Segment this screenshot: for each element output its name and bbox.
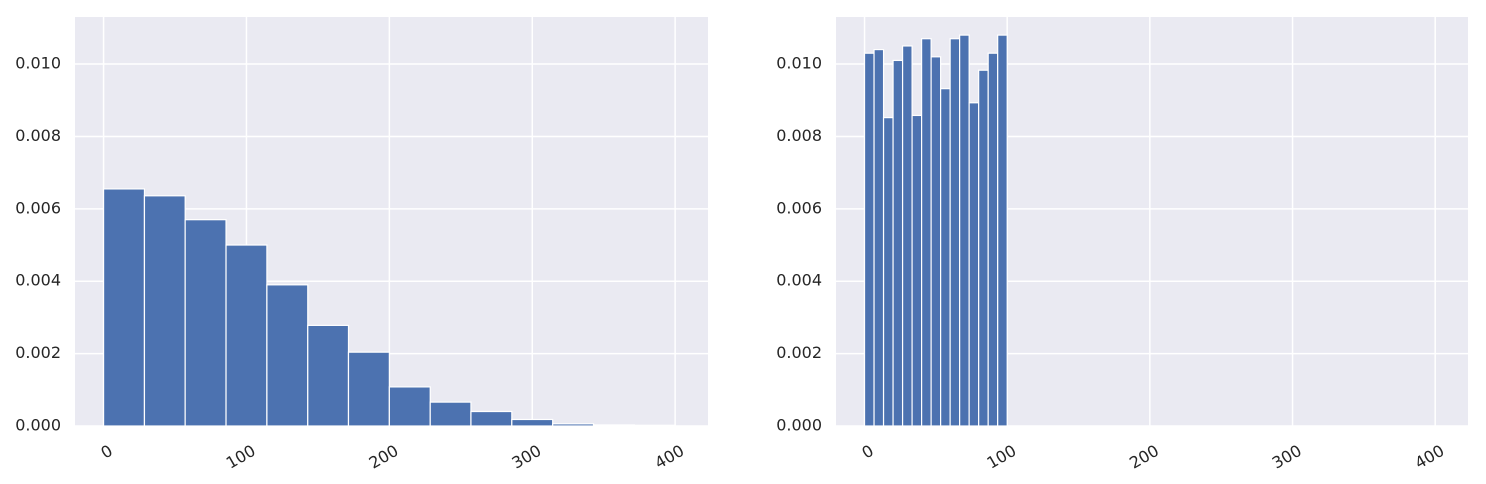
histogram-bar (959, 34, 970, 427)
histogram-bar (102, 188, 146, 427)
y-tick-label: 0.010 (15, 54, 61, 73)
y-tick-label: 0.002 (15, 343, 61, 362)
histogram-bar (968, 102, 980, 427)
histogram-bar (511, 418, 554, 427)
histogram-bar (978, 69, 989, 427)
y-tick-label: 0.008 (15, 126, 61, 145)
y-tick-label: 0.000 (15, 416, 61, 435)
histogram-bar (225, 244, 268, 427)
histogram-bar (911, 114, 923, 427)
histogram-bar (863, 52, 875, 427)
y-tick-label: 0.002 (776, 343, 822, 362)
histogram-bar (592, 424, 635, 427)
histogram-bar (266, 284, 309, 427)
histogram-bar (901, 45, 913, 427)
histogram-bar (892, 59, 904, 427)
y-tick-label: 0.008 (776, 126, 822, 145)
histogram-bar (949, 38, 961, 427)
histogram-bar (307, 324, 350, 427)
histogram-bar (552, 423, 595, 427)
histogram-bar (873, 48, 885, 427)
y-tick-label: 0.004 (15, 271, 61, 290)
histogram-bar (470, 410, 513, 427)
histogram-bar (940, 88, 951, 427)
y-tick-label: 0.004 (776, 271, 822, 290)
histogram-bar (347, 351, 390, 427)
histogram-bar (920, 38, 932, 427)
histogram-bar (987, 52, 999, 427)
histogram-bar (429, 401, 472, 427)
y-tick-label: 0.000 (776, 416, 822, 435)
y-tick-label: 0.006 (15, 198, 61, 217)
y-tick-label: 0.006 (776, 198, 822, 217)
histogram-bar (184, 219, 227, 427)
histogram-bar (143, 195, 186, 427)
histogram-bar (633, 424, 676, 427)
histogram-bar (882, 117, 894, 427)
y-tick-label: 0.010 (776, 54, 822, 73)
histogram-bar (930, 56, 942, 427)
histogram-bar (388, 386, 431, 427)
histogram-bar (997, 34, 1008, 427)
